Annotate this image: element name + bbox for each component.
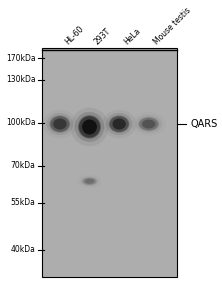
Ellipse shape bbox=[50, 116, 70, 133]
Ellipse shape bbox=[47, 113, 73, 135]
Ellipse shape bbox=[106, 113, 133, 135]
Text: 40kDa: 40kDa bbox=[11, 245, 36, 254]
Text: 70kDa: 70kDa bbox=[11, 161, 36, 170]
Text: Mouse testis: Mouse testis bbox=[152, 6, 192, 47]
Ellipse shape bbox=[102, 110, 136, 138]
Ellipse shape bbox=[80, 176, 99, 186]
Ellipse shape bbox=[75, 112, 104, 142]
Text: 130kDa: 130kDa bbox=[6, 75, 36, 84]
Text: 55kDa: 55kDa bbox=[11, 198, 36, 207]
Ellipse shape bbox=[109, 116, 130, 133]
Ellipse shape bbox=[82, 119, 97, 134]
Ellipse shape bbox=[135, 115, 162, 133]
Ellipse shape bbox=[43, 110, 77, 138]
Text: HL-60: HL-60 bbox=[63, 25, 85, 47]
Ellipse shape bbox=[142, 120, 155, 129]
Ellipse shape bbox=[138, 117, 159, 131]
Text: 170kDa: 170kDa bbox=[6, 54, 36, 63]
Ellipse shape bbox=[82, 177, 97, 185]
Ellipse shape bbox=[110, 116, 129, 132]
Ellipse shape bbox=[113, 118, 126, 130]
Ellipse shape bbox=[83, 178, 96, 185]
Ellipse shape bbox=[78, 115, 101, 139]
Ellipse shape bbox=[85, 179, 94, 184]
Ellipse shape bbox=[132, 112, 166, 136]
Text: HeLa: HeLa bbox=[122, 27, 142, 47]
Text: 293T: 293T bbox=[93, 27, 113, 47]
Ellipse shape bbox=[70, 108, 109, 146]
Ellipse shape bbox=[50, 116, 69, 132]
Ellipse shape bbox=[79, 116, 100, 138]
Text: 100kDa: 100kDa bbox=[6, 118, 36, 127]
Text: QARS: QARS bbox=[190, 119, 217, 129]
Ellipse shape bbox=[139, 118, 158, 130]
Bar bbox=[42, 48, 177, 277]
Ellipse shape bbox=[53, 118, 67, 130]
